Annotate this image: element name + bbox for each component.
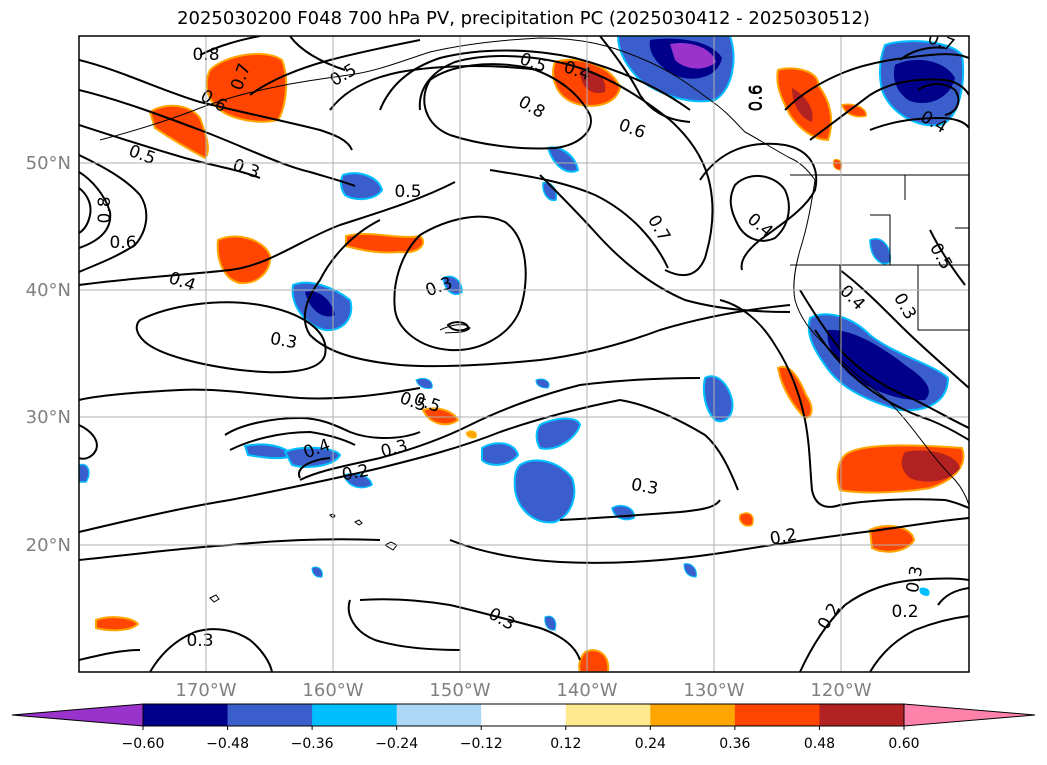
precip-blob — [578, 649, 610, 672]
lat-label: 40°N — [26, 280, 71, 301]
pv-contours — [79, 36, 969, 672]
map-frame — [78, 35, 970, 673]
positive-precip-anomalies — [95, 53, 965, 672]
lon-label: 120°W — [810, 680, 871, 701]
colorbar-extension-high — [903, 703, 1036, 727]
colorbar-tick-label: −0.48 — [206, 736, 249, 752]
colorbar-tick-label: 0.36 — [719, 736, 750, 752]
negative-precip-anomalies — [79, 36, 965, 631]
colorbar-segment — [819, 704, 905, 726]
colorbar-outline — [142, 703, 905, 727]
colorbar-tick-label: −0.24 — [375, 736, 418, 752]
lat-label: 50°N — [26, 153, 71, 174]
precip-blob — [776, 365, 813, 420]
precip-blob — [535, 417, 582, 450]
precip-blob — [305, 291, 335, 317]
precip-blob — [683, 563, 697, 578]
precip-blob — [216, 235, 272, 285]
precip-blob — [79, 463, 90, 483]
precip-blob — [148, 104, 209, 160]
precip-blob — [311, 566, 323, 578]
colorbar-tick-label: 0.48 — [804, 736, 835, 752]
colorbar-segment — [481, 704, 567, 726]
colorbar-segment — [650, 704, 736, 726]
precip-blob — [513, 459, 576, 524]
precip-blob — [421, 407, 460, 426]
colorbar-tick-label: 0.24 — [635, 736, 666, 752]
colorbar-segment — [396, 704, 482, 726]
precip-blob — [792, 88, 813, 122]
colorbar-segment — [227, 704, 313, 726]
lon-label: 130°W — [683, 680, 744, 701]
precip-blob — [345, 233, 425, 254]
colorbar-tick-label: 0.60 — [888, 736, 919, 752]
figure-title: 2025030200 F048 700 hPa PV, precipitatio… — [177, 8, 870, 29]
gridlines — [79, 36, 969, 672]
precip-blob — [738, 512, 754, 527]
lat-label: 30°N — [26, 407, 71, 428]
colorbar-tick-label: −0.60 — [122, 736, 165, 752]
lon-label: 170°W — [175, 680, 236, 701]
contour-label: 0.2 — [891, 602, 918, 622]
colorbar-tick-labels: −0.60 −0.48 −0.36 −0.24 −0.12 0.12 0.24 0.36 0.4… — [122, 726, 920, 752]
contour-label: 0.3 — [629, 475, 659, 499]
precip-blob — [919, 587, 930, 596]
precip-blob — [339, 172, 384, 201]
precip-blob — [670, 42, 716, 69]
longitude-labels: 170°W 160°W 150°W 140°W 130°W 120°W — [175, 680, 871, 701]
contour-label: 0.8 — [95, 196, 115, 223]
colorbar-extension-low — [11, 703, 144, 727]
latitude-labels: 50°N 40°N 30°N 20°N — [26, 153, 71, 556]
contour-label: 0.3 — [186, 631, 213, 651]
colorbar-tick-label: −0.36 — [291, 736, 334, 752]
coastlines — [99, 37, 969, 603]
colorbar-segment — [143, 704, 229, 726]
lon-label: 150°W — [429, 680, 490, 701]
precip-blob — [832, 159, 843, 171]
precip-blob — [901, 450, 960, 482]
contour-label: 0.6 — [746, 84, 766, 111]
lon-label: 160°W — [302, 680, 363, 701]
lat-label: 20°N — [26, 535, 71, 556]
precip-blob — [893, 59, 955, 104]
contour-label: 0.3 — [268, 329, 298, 353]
precip-blob — [415, 377, 433, 389]
contour-label: 0.3 — [903, 564, 927, 594]
colorbar-tick-label: −0.12 — [460, 736, 503, 752]
lon-label: 140°W — [556, 680, 617, 701]
contour-label: 0.5 — [394, 182, 421, 202]
precip-blob — [535, 378, 550, 389]
precip-blob — [465, 429, 478, 439]
colorbar — [11, 703, 1036, 727]
precip-blob — [827, 329, 929, 401]
contour-label: 0.6 — [747, 84, 767, 111]
colorbar-tick-label: 0.12 — [550, 736, 581, 752]
contour-label: 0.2 — [340, 461, 370, 485]
precip-blob — [481, 442, 520, 466]
colorbar-segment — [312, 704, 398, 726]
precip-blob — [95, 616, 140, 632]
contour-label: 0.6 — [109, 233, 136, 253]
colorbar-segment — [734, 704, 820, 726]
precip-blob — [544, 615, 557, 631]
colorbar-segment — [565, 704, 651, 726]
